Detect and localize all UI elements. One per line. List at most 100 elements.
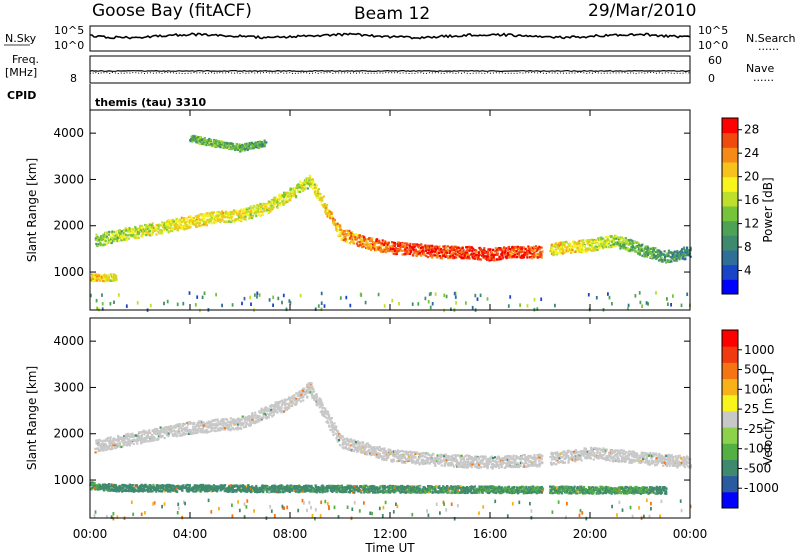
scatter-point (505, 458, 508, 461)
scatter-point (310, 383, 313, 386)
scatter-point (493, 258, 496, 261)
scatter-point (409, 242, 412, 245)
scatter-point (391, 241, 394, 244)
scatter-point (479, 247, 483, 250)
scatter-point (486, 467, 489, 470)
scatter-point (550, 244, 553, 247)
scatter-point (251, 141, 254, 144)
scatter-point (538, 255, 541, 258)
scatter-point (514, 245, 517, 249)
scatter-point (505, 465, 508, 468)
scatter-point (145, 438, 148, 441)
scatter-point (364, 446, 367, 449)
scatter-point (457, 246, 460, 249)
scatter-point (490, 455, 493, 458)
scatter-point (533, 256, 536, 259)
scatter-point (520, 246, 523, 249)
scatter-point (476, 254, 479, 257)
scatter-point (610, 240, 613, 243)
scatter-point (654, 247, 657, 250)
power-scatter (89, 134, 692, 313)
scatter-point (394, 455, 397, 458)
scatter-point (573, 242, 576, 245)
scatter-point (505, 257, 508, 260)
scatter-point (520, 250, 523, 253)
scatter-point (557, 247, 560, 250)
scatter-point (238, 422, 241, 425)
scatter-point (521, 254, 524, 257)
scatter-point (681, 248, 684, 251)
scatter-point (222, 427, 225, 430)
scatter-point (420, 243, 423, 246)
scatter-point (414, 462, 417, 465)
scatter-point (270, 206, 273, 209)
scatter-point (197, 136, 200, 139)
noise-point (672, 294, 674, 298)
scatter-point (192, 136, 195, 139)
scatter-point (432, 250, 435, 253)
scatter-point (526, 256, 529, 259)
scatter-point (91, 276, 94, 279)
scatter-point (451, 454, 454, 457)
scatter-point (399, 242, 402, 245)
scatter-point (520, 247, 523, 250)
scatter-point (363, 451, 366, 454)
scatter-point (190, 429, 193, 432)
scatter-point (402, 454, 405, 457)
scatter-point (138, 436, 141, 440)
scatter-point (140, 435, 143, 438)
scatter-point (410, 458, 413, 461)
scatter-point (324, 407, 327, 410)
scatter-point (424, 249, 427, 252)
scatter-point (128, 436, 131, 439)
scatter-point (263, 143, 267, 146)
scatter-point (308, 177, 311, 180)
scatter-point (201, 427, 205, 430)
scatter-point (326, 213, 329, 216)
scatter-point (157, 435, 160, 438)
noise-point (445, 294, 448, 299)
scatter-point (209, 214, 212, 217)
scatter-point (641, 249, 644, 252)
scatter-point (244, 143, 247, 146)
scatter-point (361, 241, 364, 244)
scatter-point (237, 427, 240, 430)
scatter-point (257, 212, 260, 215)
scatter-point (145, 437, 148, 440)
scatter-point (322, 195, 325, 198)
scatter-point (309, 389, 312, 392)
scatter-point (163, 431, 166, 434)
scatter-point (105, 242, 108, 246)
scatter-point (479, 258, 482, 261)
scatter-point (95, 447, 99, 450)
scatter-point (371, 446, 374, 449)
scatter-point (270, 201, 273, 205)
scatter-point (263, 208, 266, 211)
scatter-point (367, 444, 370, 447)
scatter-point (533, 252, 536, 255)
scatter-point (183, 422, 187, 426)
scatter-point (474, 458, 478, 461)
scatter-point (219, 428, 222, 432)
scatter-point (358, 441, 361, 444)
scatter-point (330, 213, 333, 216)
scatter-point (117, 445, 121, 448)
scatter-point (253, 415, 256, 418)
nsky-frame (89, 25, 691, 52)
scatter-point (567, 242, 570, 246)
scatter-point (289, 187, 293, 191)
freq-tick: 8 (70, 72, 77, 85)
scatter-point (680, 249, 683, 252)
scatter-point (254, 210, 257, 213)
scatter-point (444, 453, 447, 456)
scatter-point (570, 251, 573, 254)
scatter-point (187, 226, 190, 229)
scatter-point (137, 232, 140, 236)
noise-point (345, 295, 348, 300)
noise-point (272, 295, 275, 300)
scatter-point (328, 214, 331, 218)
scatter-point (435, 255, 438, 258)
scatter-point (590, 249, 593, 252)
scatter-point (612, 245, 615, 248)
